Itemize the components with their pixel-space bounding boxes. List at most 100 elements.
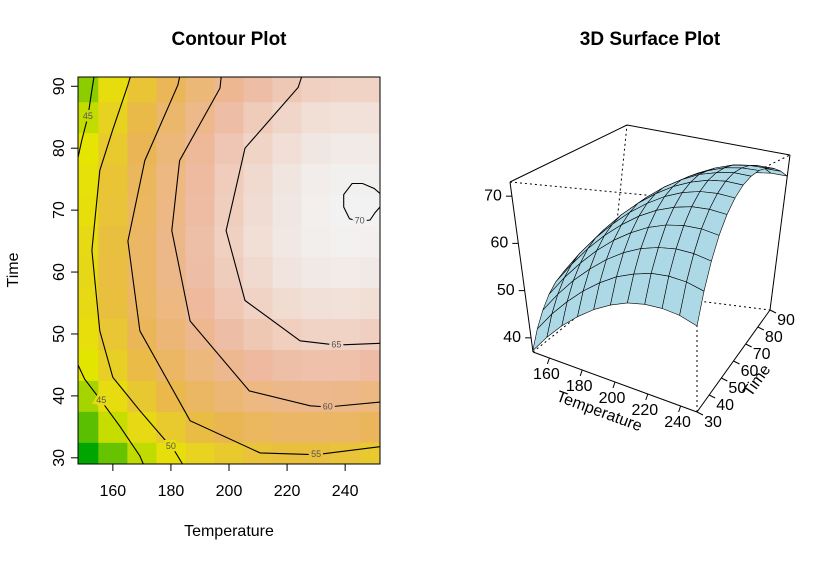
heat-cell <box>98 194 128 227</box>
contour-label: 60 <box>323 401 333 411</box>
heat-cell <box>243 442 274 465</box>
heat-cell <box>214 442 245 465</box>
y-tick-label: 70 <box>753 346 771 363</box>
contour-label: 50 <box>166 441 176 451</box>
heat-cell <box>214 287 245 319</box>
heat-cell <box>243 163 274 196</box>
heat-cell <box>330 256 361 289</box>
y-tick <box>733 360 740 365</box>
heat-cell <box>185 163 215 196</box>
x-tick-label: 160 <box>533 366 560 383</box>
contour-label: 65 <box>331 339 341 349</box>
heat-cell <box>243 194 274 227</box>
heat-cell <box>330 77 361 103</box>
heat-cell <box>272 256 303 289</box>
contour-title: Contour Plot <box>171 29 287 50</box>
heat-cell <box>301 318 332 350</box>
heat-cell <box>185 349 215 381</box>
heat-cell <box>185 287 215 319</box>
heat-cell <box>330 287 361 319</box>
contour-line <box>91 76 183 465</box>
heat-cell <box>98 380 128 412</box>
heat-cell <box>330 225 361 258</box>
heat-cell <box>127 287 157 319</box>
heat-cell <box>78 318 99 350</box>
heat-cell <box>185 101 215 134</box>
heat-cell <box>243 101 274 134</box>
y-tick-label: 60 <box>51 263 68 281</box>
heat-cell <box>78 77 99 103</box>
heat-cell <box>359 77 381 103</box>
heat-cell <box>243 318 274 350</box>
y-tick <box>769 309 777 314</box>
x-tick-label: 220 <box>631 402 658 419</box>
heat-cell <box>359 225 381 258</box>
contour-line <box>77 76 95 158</box>
heat-cell <box>243 349 274 381</box>
heat-cell <box>301 101 332 134</box>
heat-cell <box>98 225 128 258</box>
heat-cell <box>98 163 128 196</box>
heat-cell <box>185 442 215 465</box>
x-tick <box>579 369 583 377</box>
heat-cell <box>330 349 361 381</box>
heat-cell <box>359 163 381 196</box>
heat-cell <box>98 411 128 443</box>
heat-cell <box>156 287 186 319</box>
x-tick-label: 180 <box>158 483 185 500</box>
heat-cell <box>127 163 157 196</box>
heat-cell <box>330 380 361 412</box>
heat-cell <box>330 101 361 134</box>
contour-line <box>77 364 144 465</box>
heat-cell <box>272 380 303 412</box>
heat-cell <box>98 349 128 381</box>
x-tick-label: 180 <box>566 378 593 395</box>
box-edge <box>626 124 791 156</box>
heat-cell <box>359 411 381 443</box>
y-tick-label: 50 <box>728 380 746 397</box>
heat-cell <box>185 411 215 443</box>
heat-cell <box>214 132 245 165</box>
y-tick-label: 60 <box>741 363 759 380</box>
contour-label: 45 <box>96 395 106 405</box>
heat-cell <box>127 349 157 381</box>
surface-facet <box>679 281 705 327</box>
contour-label: 45 <box>83 111 93 121</box>
box-edge <box>509 181 534 353</box>
contour-line <box>171 76 381 408</box>
heat-cell <box>214 163 245 196</box>
heat-cell <box>156 101 186 134</box>
x-tick <box>546 357 550 365</box>
heat-cell <box>185 194 215 227</box>
heat-cell <box>243 256 274 289</box>
box-edge <box>769 154 791 311</box>
heat-cell <box>359 101 381 134</box>
heat-cell <box>272 318 303 350</box>
x-tick-label: 160 <box>99 483 126 500</box>
z-tick-label: 60 <box>491 235 509 252</box>
heat-cell <box>301 225 332 258</box>
x-tick-label: 240 <box>664 414 691 431</box>
heat-cell <box>359 132 381 165</box>
heat-cell <box>359 349 381 381</box>
heat-cell <box>156 411 186 443</box>
heat-cell <box>156 349 186 381</box>
box-edge <box>532 289 611 353</box>
heat-cell <box>330 442 361 465</box>
heat-cell <box>301 132 332 165</box>
x-tick-label: 200 <box>216 483 243 500</box>
y-tick-label: 80 <box>765 329 783 346</box>
heat-cell <box>185 132 215 165</box>
heat-cell <box>127 380 157 412</box>
heat-cell <box>243 411 274 443</box>
x-tick-label: 200 <box>599 390 626 407</box>
x-tick <box>678 405 682 413</box>
heat-cell <box>185 256 215 289</box>
heat-cell <box>127 411 157 443</box>
heat-cell <box>156 194 186 227</box>
heat-cell <box>272 411 303 443</box>
y-tick <box>757 326 765 331</box>
heat-cell <box>243 77 274 103</box>
